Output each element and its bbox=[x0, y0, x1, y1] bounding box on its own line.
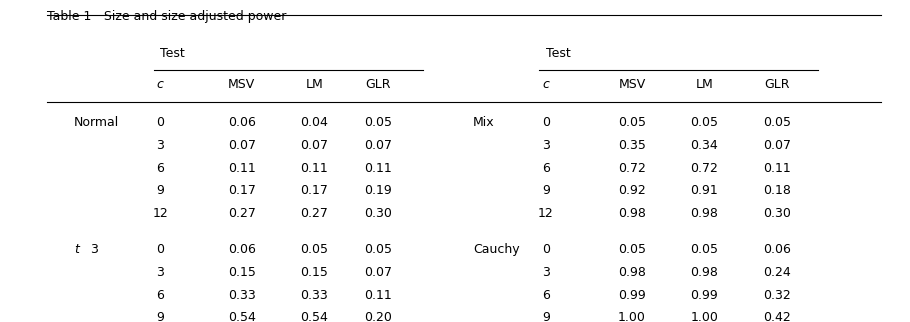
Text: 0.27: 0.27 bbox=[300, 207, 329, 220]
Text: 6: 6 bbox=[541, 289, 550, 301]
Text: LM: LM bbox=[695, 78, 713, 91]
Text: 0.19: 0.19 bbox=[364, 184, 392, 197]
Text: 0.15: 0.15 bbox=[228, 266, 256, 279]
Text: 1.00: 1.00 bbox=[618, 311, 646, 322]
Text: 6: 6 bbox=[157, 289, 164, 301]
Text: t: t bbox=[74, 243, 79, 256]
Text: 0.20: 0.20 bbox=[364, 311, 392, 322]
Text: 0.33: 0.33 bbox=[300, 289, 329, 301]
Text: 0.06: 0.06 bbox=[228, 243, 256, 256]
Text: 0.33: 0.33 bbox=[228, 289, 256, 301]
Text: 0.04: 0.04 bbox=[300, 116, 329, 129]
Text: 0.11: 0.11 bbox=[300, 162, 329, 175]
Text: 0.06: 0.06 bbox=[228, 116, 256, 129]
Text: 0.99: 0.99 bbox=[691, 289, 718, 301]
Text: MSV: MSV bbox=[228, 78, 256, 91]
Text: LM: LM bbox=[306, 78, 323, 91]
Text: 0.07: 0.07 bbox=[364, 139, 392, 152]
Text: 0.72: 0.72 bbox=[691, 162, 718, 175]
Text: 12: 12 bbox=[152, 207, 168, 220]
Text: 0.07: 0.07 bbox=[364, 266, 392, 279]
Text: Normal: Normal bbox=[74, 116, 119, 129]
Text: 0.99: 0.99 bbox=[618, 289, 646, 301]
Text: 0.98: 0.98 bbox=[618, 207, 646, 220]
Text: 3: 3 bbox=[541, 266, 550, 279]
Text: 0: 0 bbox=[541, 243, 550, 256]
Text: 0.17: 0.17 bbox=[300, 184, 329, 197]
Text: 0.54: 0.54 bbox=[228, 311, 256, 322]
Text: 0.07: 0.07 bbox=[300, 139, 329, 152]
Text: 0.05: 0.05 bbox=[364, 116, 392, 129]
Text: GLR: GLR bbox=[764, 78, 790, 91]
Text: 0.72: 0.72 bbox=[618, 162, 646, 175]
Text: 0: 0 bbox=[157, 116, 164, 129]
Text: 0: 0 bbox=[541, 116, 550, 129]
Text: 0.42: 0.42 bbox=[763, 311, 791, 322]
Text: c: c bbox=[157, 78, 164, 91]
Text: 0.07: 0.07 bbox=[763, 139, 791, 152]
Text: 3: 3 bbox=[157, 266, 164, 279]
Text: 0.34: 0.34 bbox=[691, 139, 718, 152]
Text: 3: 3 bbox=[90, 243, 98, 256]
Text: MSV: MSV bbox=[618, 78, 645, 91]
Text: Cauchy: Cauchy bbox=[473, 243, 520, 256]
Text: 0.05: 0.05 bbox=[691, 116, 719, 129]
Text: 0.11: 0.11 bbox=[364, 289, 392, 301]
Text: 0.11: 0.11 bbox=[763, 162, 791, 175]
Text: 0.35: 0.35 bbox=[618, 139, 646, 152]
Text: 0.05: 0.05 bbox=[618, 116, 646, 129]
Text: 12: 12 bbox=[538, 207, 553, 220]
Text: 0.98: 0.98 bbox=[691, 266, 718, 279]
Text: 0.98: 0.98 bbox=[618, 266, 646, 279]
Text: 0.30: 0.30 bbox=[763, 207, 791, 220]
Text: 9: 9 bbox=[541, 311, 550, 322]
Text: 6: 6 bbox=[157, 162, 164, 175]
Text: 0.92: 0.92 bbox=[618, 184, 646, 197]
Text: 0.05: 0.05 bbox=[300, 243, 329, 256]
Text: 9: 9 bbox=[541, 184, 550, 197]
Text: 1.00: 1.00 bbox=[691, 311, 718, 322]
Text: 0.05: 0.05 bbox=[691, 243, 719, 256]
Text: 0.17: 0.17 bbox=[228, 184, 256, 197]
Text: 0.32: 0.32 bbox=[763, 289, 791, 301]
Text: 0.11: 0.11 bbox=[364, 162, 392, 175]
Text: 6: 6 bbox=[541, 162, 550, 175]
Text: 0.54: 0.54 bbox=[300, 311, 329, 322]
Text: GLR: GLR bbox=[365, 78, 390, 91]
Text: 3: 3 bbox=[157, 139, 164, 152]
Text: 0.05: 0.05 bbox=[364, 243, 392, 256]
Text: c: c bbox=[542, 78, 549, 91]
Text: 9: 9 bbox=[157, 184, 164, 197]
Text: 0.91: 0.91 bbox=[691, 184, 718, 197]
Text: 0.27: 0.27 bbox=[228, 207, 256, 220]
Text: Test: Test bbox=[546, 47, 571, 61]
Text: 0.05: 0.05 bbox=[618, 243, 646, 256]
Text: Mix: Mix bbox=[473, 116, 495, 129]
Text: 0: 0 bbox=[157, 243, 164, 256]
Text: Table 1 Size and size adjusted power: Table 1 Size and size adjusted power bbox=[46, 10, 286, 23]
Text: 0.06: 0.06 bbox=[763, 243, 791, 256]
Text: 0.11: 0.11 bbox=[228, 162, 256, 175]
Text: 0.30: 0.30 bbox=[364, 207, 392, 220]
Text: 0.18: 0.18 bbox=[763, 184, 791, 197]
Text: 9: 9 bbox=[157, 311, 164, 322]
Text: 0.05: 0.05 bbox=[763, 116, 791, 129]
Text: 0.98: 0.98 bbox=[691, 207, 718, 220]
Text: Test: Test bbox=[160, 47, 185, 61]
Text: 0.07: 0.07 bbox=[228, 139, 256, 152]
Text: 0.24: 0.24 bbox=[763, 266, 791, 279]
Text: 0.15: 0.15 bbox=[300, 266, 329, 279]
Text: 3: 3 bbox=[541, 139, 550, 152]
